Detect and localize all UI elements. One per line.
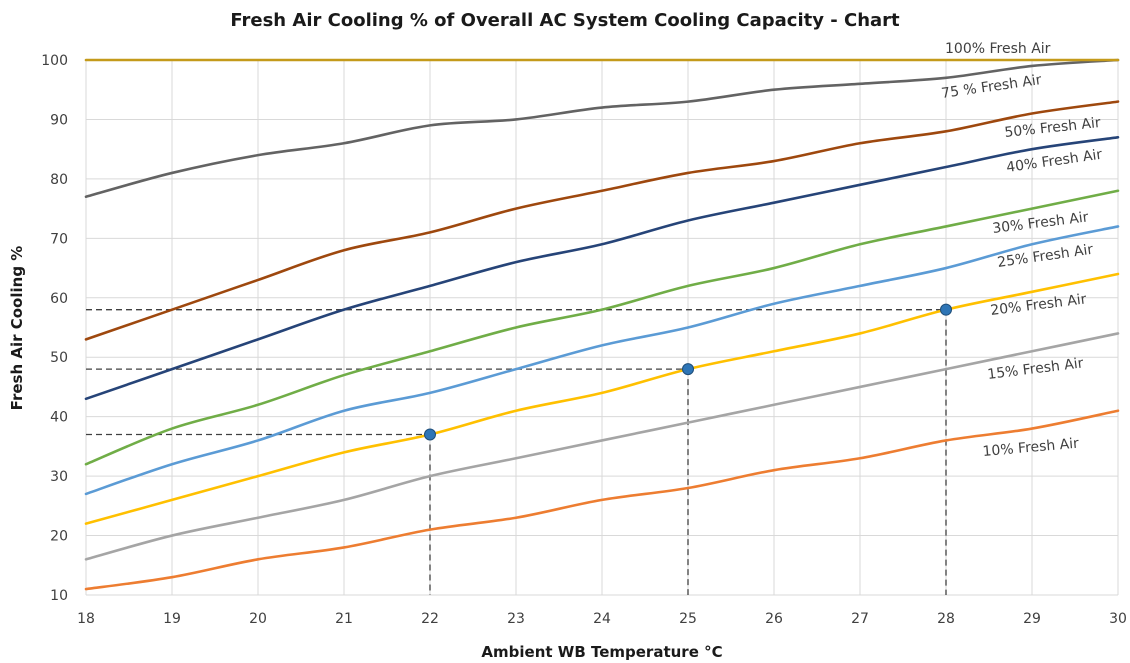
x-tick-label-1: 19 <box>163 611 181 627</box>
grid <box>85 59 1119 596</box>
x-tick-label-6: 24 <box>593 611 611 627</box>
series-line-5 <box>84 135 1120 401</box>
x-tick-label-5: 23 <box>507 611 525 627</box>
x-axis-label: Ambient WB Temperature °C <box>481 643 722 661</box>
series-labels: 10% Fresh Air 15% Fresh Air 20% Fresh Air 2… <box>940 41 1103 460</box>
series-line-1 <box>84 332 1120 561</box>
y-tick-label-7: 80 <box>50 172 68 188</box>
y-axis-label: Fresh Air Cooling % <box>8 246 26 411</box>
series-line-7 <box>84 58 1120 199</box>
x-tick-label-12: 30 <box>1109 611 1127 627</box>
x-tick-label-4: 22 <box>421 611 439 627</box>
y-tick-label-9: 100 <box>41 53 68 69</box>
series-lines <box>84 58 1120 591</box>
y-tick-label-6: 70 <box>50 231 68 247</box>
x-tick-label-2: 20 <box>249 611 267 627</box>
x-tick-label-7: 25 <box>679 611 697 627</box>
x-tick-label-8: 26 <box>765 611 783 627</box>
annotation-marker-2 <box>940 303 952 316</box>
series-label-1: 15% Fresh Air <box>987 355 1085 383</box>
series-label-2: 20% Fresh Air <box>990 291 1088 319</box>
annotation-markers <box>424 303 952 441</box>
series-line-4 <box>84 189 1120 466</box>
chart-title: Fresh Air Cooling % of Overall AC System… <box>230 10 900 31</box>
x-tick-label-3: 21 <box>335 611 353 627</box>
y-tick-label-5: 60 <box>50 291 68 307</box>
annotation-marker-1 <box>682 363 694 376</box>
y-tick-label-8: 90 <box>50 112 68 128</box>
series-label-8: 100% Fresh Air <box>945 41 1051 57</box>
annotation-marker-0 <box>424 428 436 441</box>
y-tick-label-0: 10 <box>50 588 68 604</box>
x-tick-label-9: 27 <box>851 611 869 627</box>
y-tick-label-1: 20 <box>50 529 68 545</box>
y-tick-label-3: 40 <box>50 410 68 426</box>
series-label-3: 25% Fresh Air <box>996 242 1094 271</box>
series-line-6 <box>84 100 1120 341</box>
y-tick-label-4: 50 <box>50 350 68 366</box>
series-label-6: 50% Fresh Air <box>1004 115 1102 141</box>
series-line-0 <box>84 409 1120 591</box>
x-tick-labels: 18 19 20 21 22 23 24 25 26 27 28 29 30 <box>77 611 1127 627</box>
x-tick-label-11: 29 <box>1023 611 1041 627</box>
x-tick-label-0: 18 <box>77 611 95 627</box>
y-tick-labels: 10 20 30 40 50 60 70 80 90 100 <box>41 53 68 604</box>
y-tick-label-2: 30 <box>50 469 68 485</box>
x-tick-label-10: 28 <box>937 611 955 627</box>
series-line-3 <box>84 225 1120 496</box>
guide-lines <box>86 309 947 595</box>
series-label-0: 10% Fresh Air <box>982 436 1080 460</box>
